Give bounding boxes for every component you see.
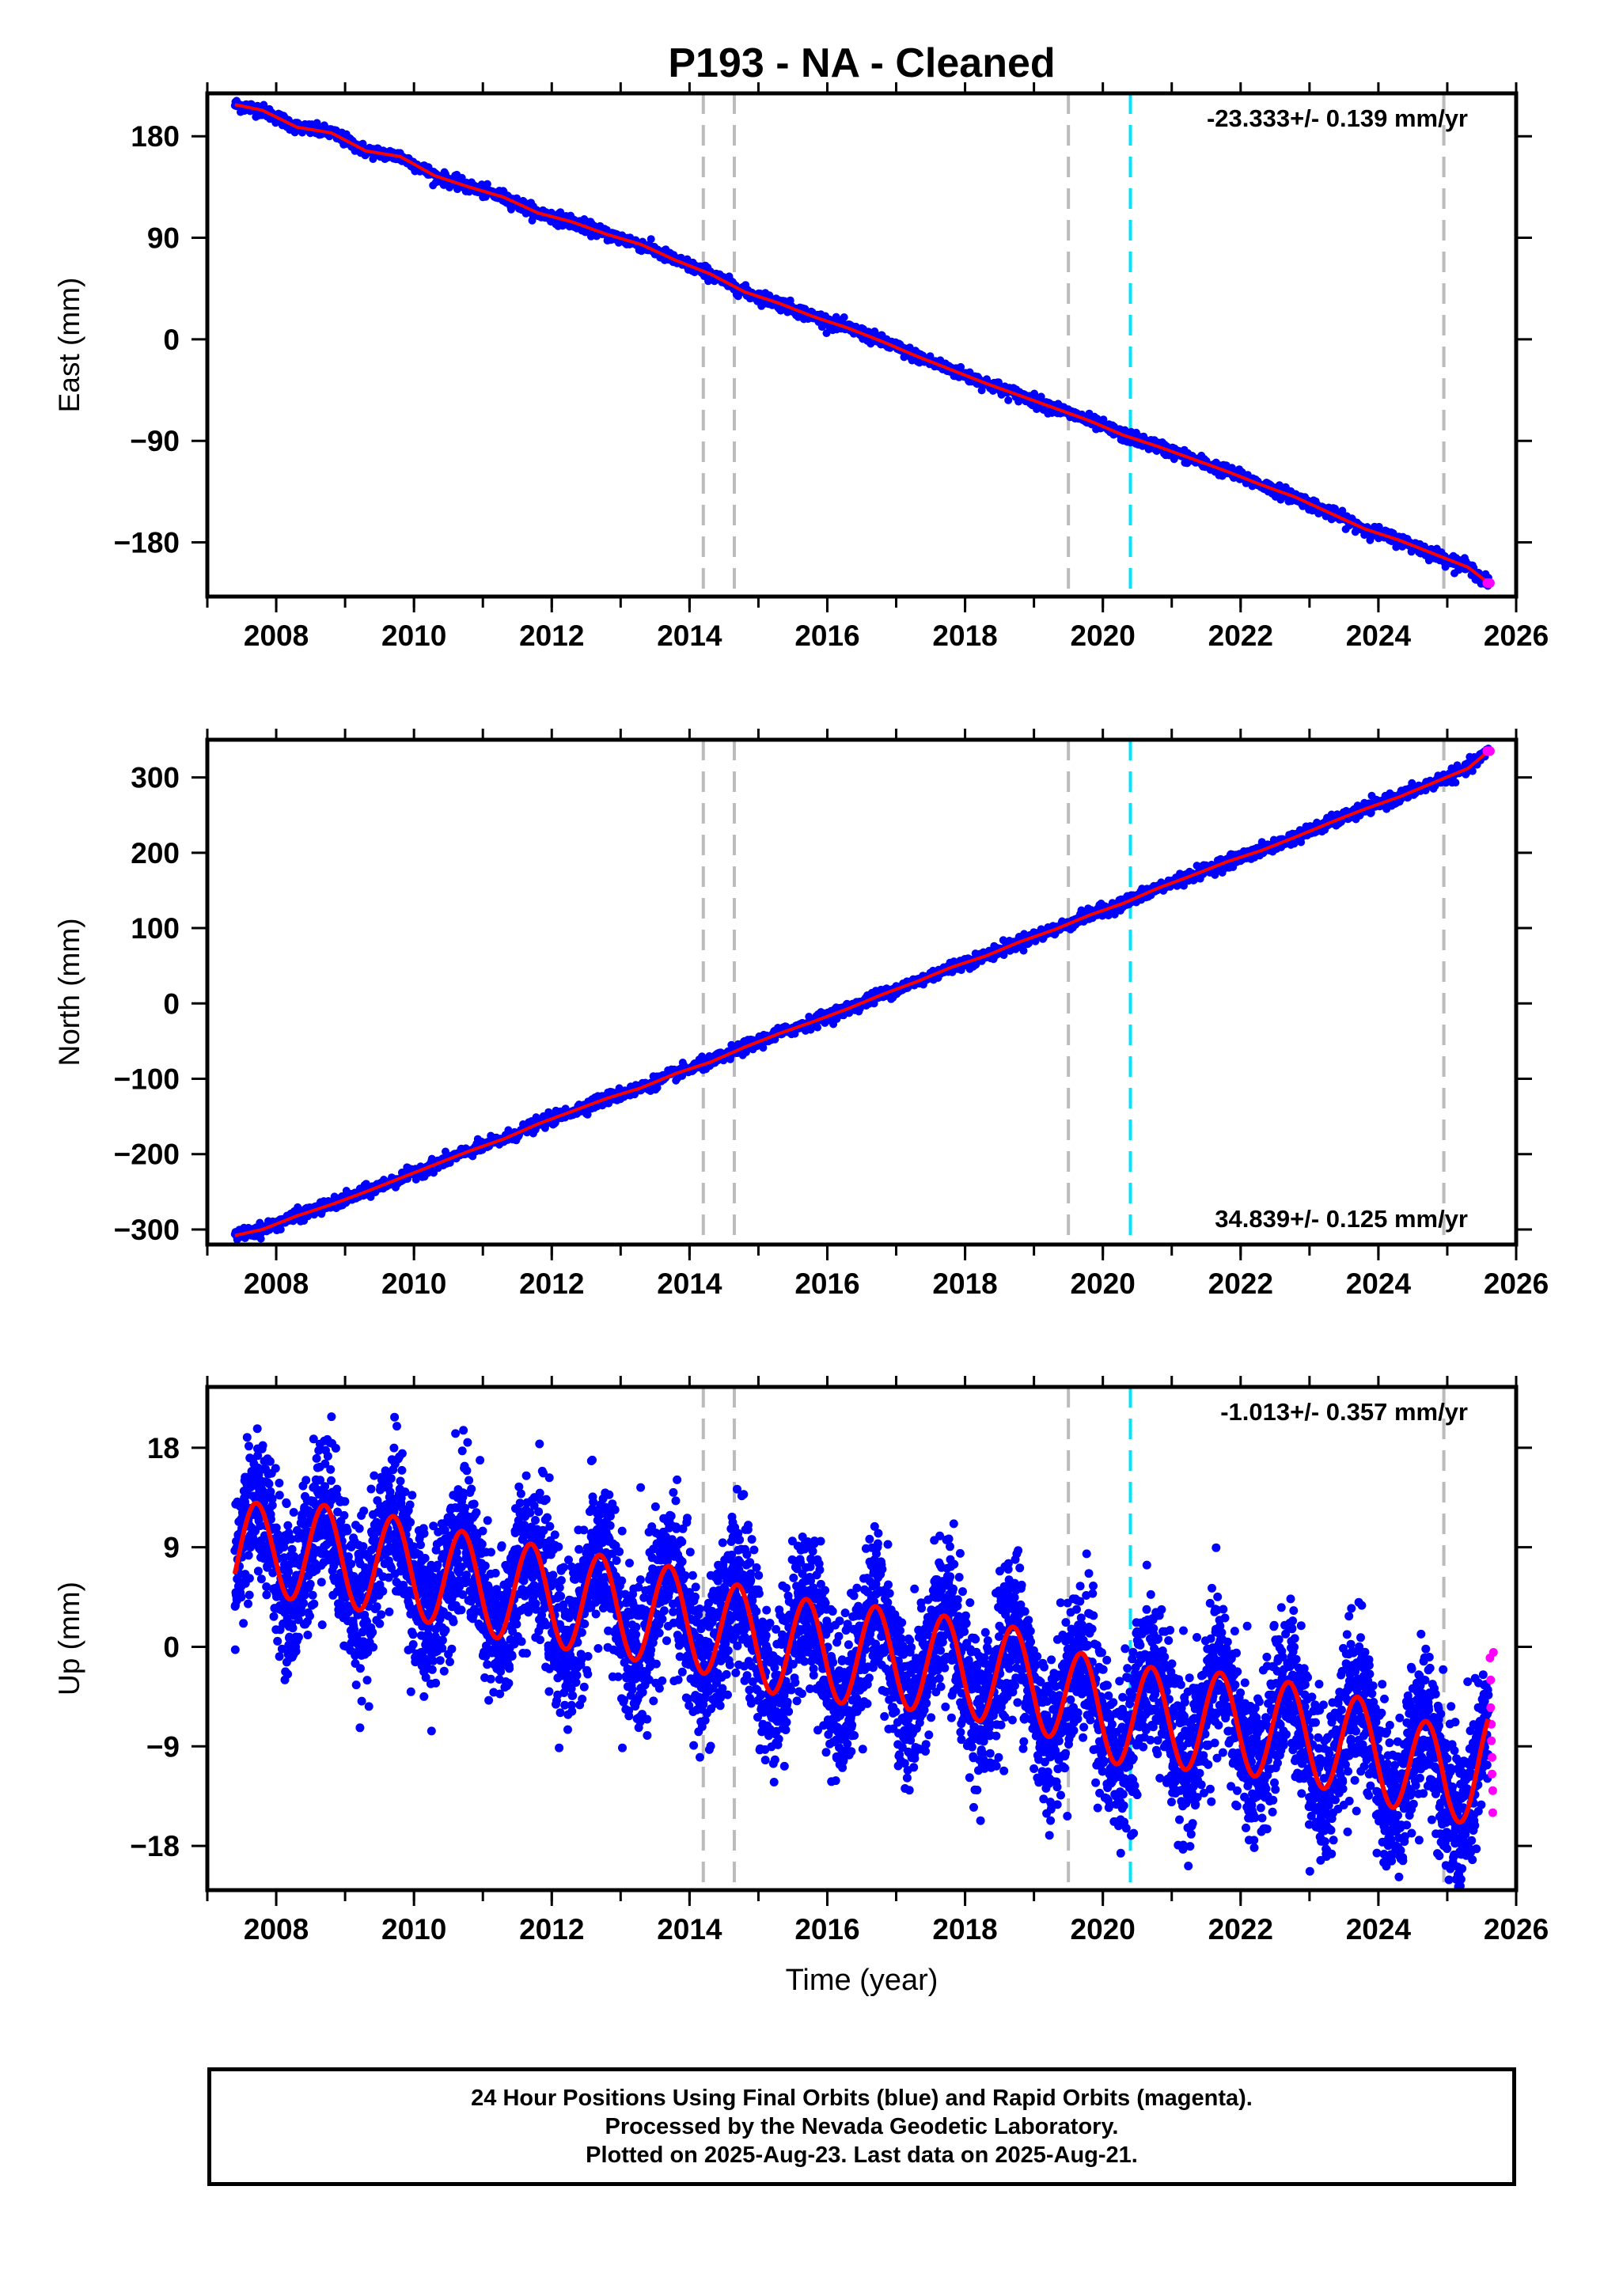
plot-area-up	[230, 1362, 1498, 1890]
panel-up: 2008 2010 2012 2014 2016 2018 2020 2022 2024 2026…	[53, 1362, 1549, 1946]
model-fit-line	[234, 103, 1490, 585]
y-tick-label: −200	[114, 1139, 180, 1171]
x-tick-label: 2018	[932, 619, 997, 652]
y-tick-label: 90	[147, 222, 180, 255]
point	[291, 1646, 301, 1656]
point	[647, 235, 655, 244]
panel-north: 2008 2010 2012 2014 2016 2018 2020 2022 2024 2026…	[53, 729, 1549, 1300]
x-tick-label: 2008	[244, 619, 309, 652]
y-tick-label: 180	[131, 120, 180, 153]
x-tick-label: 2026	[1484, 619, 1549, 652]
panel-east: 2008 2010 2012 2014 2016 2018 2020 2022 2024 2026…	[53, 82, 1549, 652]
point	[1019, 946, 1028, 955]
rate-label: 34.839+/- 0.125 mm/yr	[1215, 1205, 1468, 1233]
y-tick-label: −180	[114, 527, 180, 559]
x-tick-label: 2024	[1346, 619, 1412, 652]
frame-east	[205, 91, 1519, 599]
y-tick-label: 200	[131, 837, 180, 870]
x-tick-label: 2014	[657, 1267, 722, 1300]
y-tick-label: −100	[114, 1063, 180, 1096]
point	[283, 1669, 293, 1679]
plot-area-east	[230, 93, 1495, 597]
rapid-point	[1485, 746, 1495, 756]
y-tick-label: 0	[163, 987, 180, 1020]
y-tick-label: 0	[163, 324, 180, 356]
x-tick-label: 2022	[1208, 1267, 1273, 1300]
x-tick-label: 2024	[1346, 1267, 1412, 1300]
point	[245, 1574, 254, 1583]
model-fit-line	[234, 749, 1490, 1237]
x-tick-label: 2008	[244, 1267, 309, 1300]
point	[289, 1508, 298, 1517]
x-tick-label: 2012	[519, 1267, 584, 1300]
point	[239, 1619, 248, 1628]
point	[483, 180, 491, 188]
point	[294, 1632, 303, 1642]
point	[299, 1598, 309, 1608]
point	[258, 1441, 267, 1450]
point	[267, 1501, 277, 1510]
data-points-east	[230, 97, 1492, 590]
point	[262, 1590, 271, 1600]
y-axis-title: East (mm)	[53, 278, 85, 413]
point	[244, 1599, 252, 1608]
y-tick-label: 300	[131, 762, 180, 794]
point	[271, 1464, 280, 1473]
point	[275, 1479, 284, 1487]
point	[283, 1521, 293, 1530]
point	[264, 1480, 274, 1488]
x-tick-label: 2016	[794, 1267, 859, 1300]
point	[237, 1593, 246, 1602]
point	[840, 313, 848, 321]
point	[245, 1442, 253, 1451]
point	[242, 1433, 252, 1442]
x-tick-label: 2014	[657, 619, 722, 652]
point	[244, 1551, 253, 1560]
y-tick-label: −300	[114, 1214, 180, 1246]
point	[252, 1424, 262, 1434]
point	[256, 1362, 264, 1371]
point	[269, 1612, 279, 1621]
x-tick-label: 2022	[1208, 619, 1273, 652]
x-tick-label: 2026	[1484, 1267, 1549, 1300]
point	[256, 1574, 266, 1584]
x-tick-label: 2020	[1071, 1267, 1136, 1300]
point	[275, 1652, 284, 1661]
point	[275, 1491, 284, 1500]
point	[265, 1457, 275, 1466]
x-tick-label: 2012	[519, 619, 584, 652]
y-tick-label: −90	[130, 425, 180, 457]
x-tick-label: 2018	[932, 1267, 997, 1300]
x-tick-label: 2020	[1071, 619, 1136, 652]
point	[230, 1645, 240, 1654]
chart-title: P193 - NA - Cleaned	[668, 40, 1055, 86]
x-tick-label: 2016	[794, 619, 859, 652]
point	[358, 139, 367, 148]
point	[1451, 779, 1460, 787]
panels: 2008 2010 2012 2014 2016 2018 2020 2022 2024 2026…	[53, 82, 1549, 1946]
x-tick-label: 2010	[381, 619, 446, 652]
point	[253, 1567, 263, 1576]
rapid-point	[1485, 578, 1495, 588]
rate-label: -23.333+/- 0.139 mm/yr	[1207, 104, 1468, 132]
y-tick-label: 100	[131, 912, 180, 945]
x-tick-label: 2010	[381, 1267, 446, 1300]
point	[1004, 396, 1013, 404]
plot-area-north	[230, 740, 1495, 1245]
point	[813, 1023, 822, 1032]
point	[245, 1590, 254, 1600]
point	[273, 1636, 283, 1646]
point	[288, 1623, 298, 1633]
point	[282, 1499, 291, 1509]
y-axis-title: North (mm)	[53, 918, 85, 1066]
